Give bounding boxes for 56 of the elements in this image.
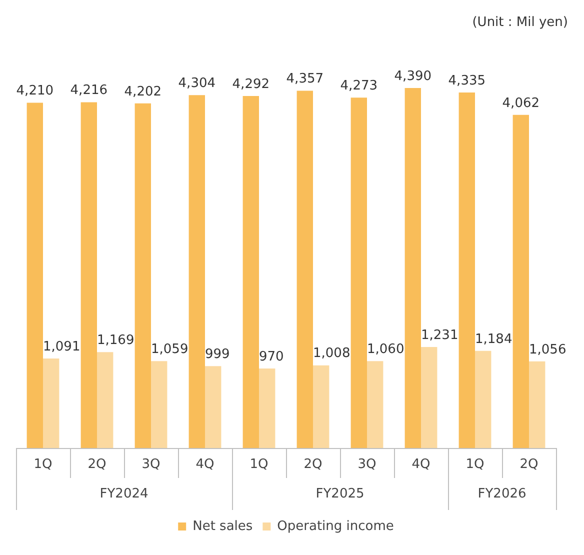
data-label: 1,169: [97, 333, 134, 348]
data-label: 1,060: [367, 342, 404, 357]
data-label: 1,184: [475, 332, 512, 347]
bar: [404, 88, 421, 448]
text: FY2024: [100, 486, 148, 502]
data-label: 1,008: [313, 346, 350, 362]
data-label: 4,210: [16, 84, 54, 99]
data-label: 970: [259, 349, 284, 364]
data-label: 1,059: [151, 342, 188, 358]
data-label: 4,292: [232, 76, 270, 92]
bar: [80, 102, 97, 448]
legend-label: Operating income: [277, 518, 394, 534]
bar: [259, 368, 276, 448]
bar: [188, 95, 205, 448]
text: (Unit : Mil yen): [472, 14, 568, 30]
bar: [313, 365, 330, 448]
text: FY2025: [316, 486, 364, 502]
data-label: 1,091: [43, 339, 80, 354]
x-tick-label: 4Q: [196, 457, 214, 472]
bar: [475, 350, 492, 448]
bar: [350, 98, 367, 448]
data-label: 4,335: [448, 73, 486, 88]
x-tick-label: 2Q: [88, 457, 106, 472]
bar: [421, 347, 438, 448]
bar: [134, 103, 151, 448]
bar: [458, 92, 475, 448]
x-tick-label: 1Q: [34, 457, 52, 472]
bar: [367, 361, 384, 448]
x-tick-label: 3Q: [142, 457, 160, 472]
bar: [151, 361, 168, 448]
x-tick-label: 2Q: [304, 457, 322, 472]
bar: [97, 352, 114, 448]
x-tick-label: 1Q: [250, 457, 268, 472]
bar: [43, 358, 60, 448]
data-label: 1,231: [421, 328, 458, 343]
legend-label: Net sales: [192, 518, 253, 534]
x-tick-label: 3Q: [358, 457, 376, 472]
data-label: 4,202: [124, 84, 162, 100]
text: FY2026: [478, 486, 526, 502]
data-label: 1,056: [529, 342, 566, 358]
x-tick-label: 4Q: [412, 457, 430, 472]
bar: [242, 96, 259, 448]
data-label: 4,304: [178, 76, 216, 91]
bar: [26, 102, 43, 448]
data-label: 4,357: [286, 72, 324, 87]
x-tick-label: 2Q: [520, 457, 538, 472]
data-label: 4,062: [502, 96, 540, 111]
data-label: 4,216: [70, 83, 108, 98]
bar: [512, 114, 529, 448]
bar: [529, 361, 546, 448]
data-label: 999: [205, 346, 230, 362]
bar: [205, 366, 222, 448]
bar: [296, 90, 313, 448]
x-tick-label: 1Q: [466, 457, 484, 472]
data-label: 4,390: [394, 68, 432, 84]
data-label: 4,273: [340, 78, 378, 94]
